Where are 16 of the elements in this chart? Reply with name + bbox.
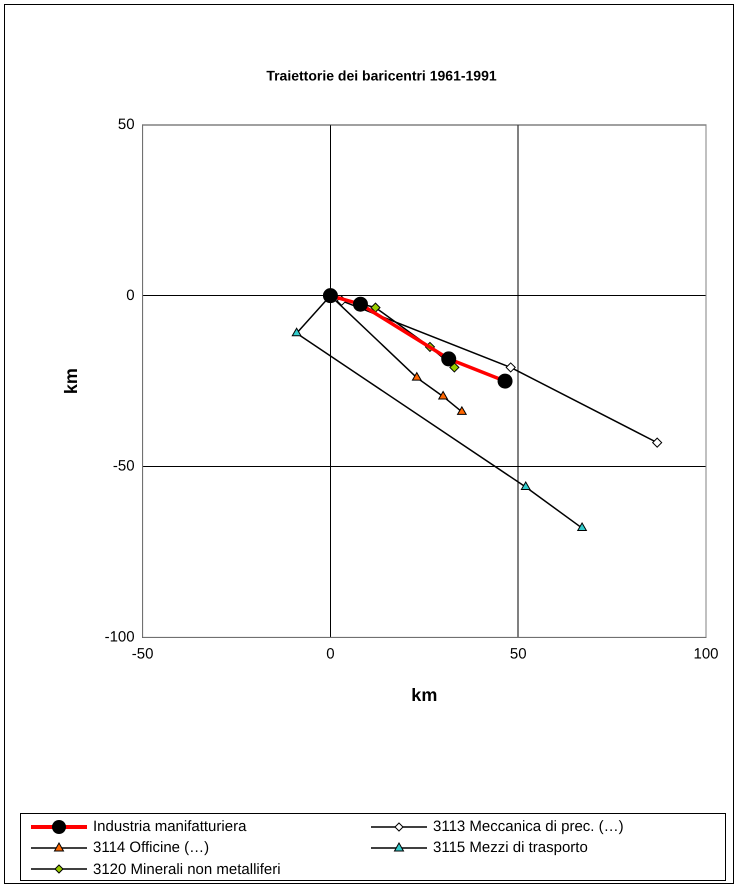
legend-label: Industria manifatturiera bbox=[93, 818, 246, 835]
y-tick-label: -50 bbox=[112, 458, 135, 475]
legend-label: 3120 Minerali non metalliferi bbox=[93, 860, 281, 878]
legend-label: 3114 Officine (…) bbox=[93, 839, 210, 856]
y-axis-title: km bbox=[60, 368, 81, 394]
y-tick-label: 50 bbox=[118, 116, 135, 133]
x-tick-label: 50 bbox=[510, 646, 527, 663]
legend-label: 3113 Meccanica di prec. (…) bbox=[433, 818, 624, 835]
y-tick-label: -100 bbox=[104, 628, 135, 646]
x-axis-title: km bbox=[411, 685, 438, 706]
x-tick-label: 0 bbox=[326, 646, 335, 663]
y-tick-label: 0 bbox=[126, 286, 135, 304]
chart-title: Traiettorie dei baricentri 1961-1991 bbox=[266, 67, 497, 84]
legend-label: 3115 Mezzi di trasporto bbox=[433, 839, 588, 856]
x-tick-label: 100 bbox=[693, 646, 719, 663]
x-tick-label: -50 bbox=[132, 646, 154, 663]
